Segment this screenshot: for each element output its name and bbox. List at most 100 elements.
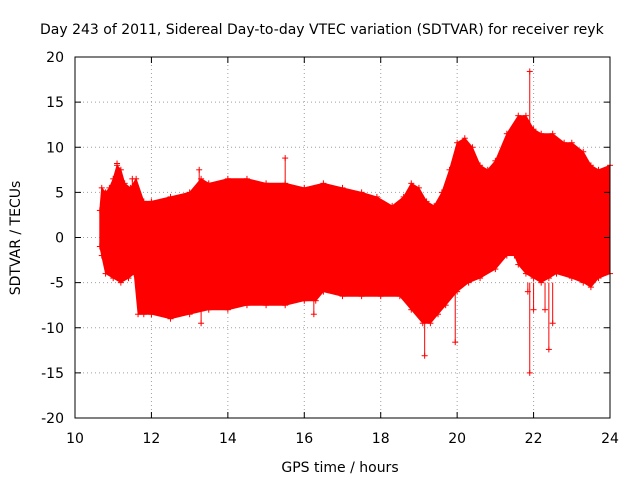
y-tick-label: 10 — [46, 140, 64, 156]
outlier-point — [198, 320, 205, 327]
envelope-point — [415, 184, 422, 191]
envelope-point — [530, 275, 537, 282]
envelope-point — [408, 180, 415, 187]
envelope-point — [580, 279, 587, 286]
envelope-point — [110, 275, 117, 282]
envelope-point — [96, 243, 103, 250]
envelope-point — [106, 184, 113, 191]
envelope-point — [477, 162, 484, 169]
envelope-point — [446, 166, 453, 173]
envelope-point — [522, 270, 529, 277]
x-tick-label: 10 — [66, 431, 84, 447]
envelope-point — [125, 275, 132, 282]
envelope-point — [140, 198, 147, 205]
envelope-point — [320, 180, 327, 187]
envelope-point — [102, 270, 109, 277]
axis-ticks: 10 12 14 16 18 20 22 24 -20 -15 -10 -5 0 5 10 15 20 — [41, 50, 619, 447]
envelope-point — [339, 293, 346, 300]
envelope-point — [205, 180, 212, 187]
x-tick-label: 24 — [601, 431, 619, 447]
envelope-point — [469, 144, 476, 151]
envelope-point — [465, 279, 472, 286]
y-tick-label: -20 — [41, 411, 64, 427]
outlier-point — [310, 311, 317, 318]
envelope-point — [515, 261, 522, 268]
x-tick-label: 14 — [219, 431, 237, 447]
outlier-point — [545, 346, 552, 353]
envelope-point — [492, 157, 499, 164]
envelope-point — [135, 311, 142, 318]
outlier-point — [542, 306, 549, 313]
y-tick-label: 5 — [55, 185, 64, 201]
envelope-point — [243, 302, 250, 309]
outlier-point — [526, 369, 533, 376]
y-tick-label: -10 — [41, 321, 64, 337]
envelope-point — [186, 189, 193, 196]
envelope-point — [117, 166, 124, 173]
envelope-point — [484, 166, 491, 173]
envelope-point — [102, 189, 109, 196]
envelope-point — [503, 252, 510, 259]
envelope-point — [301, 184, 308, 191]
envelope-point — [587, 284, 594, 291]
envelope-point — [358, 189, 365, 196]
envelope-point — [427, 320, 434, 327]
y-axis-label: SDTVAR / TECUs — [8, 181, 24, 296]
outlier-point — [526, 68, 533, 75]
envelope-point — [117, 279, 124, 286]
envelope-point — [243, 175, 250, 182]
envelope-point — [515, 112, 522, 119]
envelope-point — [140, 311, 147, 318]
envelope-point — [121, 180, 128, 187]
envelope-point — [492, 266, 499, 273]
outlier-point — [114, 160, 121, 167]
envelope-point — [205, 306, 212, 313]
envelope-point — [167, 315, 174, 322]
envelope-point — [320, 288, 327, 295]
envelope-point — [396, 293, 403, 300]
y-tick-label: 20 — [46, 50, 64, 66]
x-axis-label: GPS time / hours — [281, 460, 398, 476]
x-tick-label: 16 — [295, 431, 313, 447]
envelope-point — [595, 166, 602, 173]
envelope-point — [148, 311, 155, 318]
envelope-point — [148, 198, 155, 205]
envelope-point — [522, 112, 529, 119]
outlier-point — [452, 339, 459, 346]
outlier-point — [524, 288, 531, 295]
outlier-point — [129, 175, 136, 182]
y-tick-label: 15 — [46, 95, 64, 111]
envelope-point — [400, 193, 407, 200]
envelope-point — [224, 306, 231, 313]
sdtvar-band — [99, 115, 611, 324]
envelope-point — [503, 130, 510, 137]
outlier-point — [549, 320, 556, 327]
envelope-point — [408, 306, 415, 313]
envelope-point — [282, 302, 289, 309]
envelope-point — [263, 302, 270, 309]
envelope-point — [553, 270, 560, 277]
envelope-point — [98, 252, 105, 259]
envelope-point — [98, 184, 105, 191]
outlier-point — [282, 155, 289, 162]
envelope-point — [549, 130, 556, 137]
envelope-point — [461, 135, 468, 142]
x-tick-label: 12 — [143, 431, 161, 447]
envelope-point — [423, 198, 430, 205]
envelope-point — [377, 293, 384, 300]
data-series — [96, 68, 613, 376]
envelope-point — [568, 139, 575, 146]
envelope-point — [110, 175, 117, 182]
envelope-point — [538, 279, 545, 286]
envelope-point — [224, 175, 231, 182]
envelope-point — [587, 162, 594, 169]
x-tick-label: 22 — [525, 431, 543, 447]
outlier-point — [196, 166, 203, 173]
envelope-point — [263, 180, 270, 187]
x-tick-label: 20 — [448, 431, 466, 447]
envelope-point — [511, 252, 518, 259]
envelope-point — [373, 193, 380, 200]
envelope-point — [131, 270, 138, 277]
envelope-point — [595, 275, 602, 282]
envelope-point — [568, 275, 575, 282]
